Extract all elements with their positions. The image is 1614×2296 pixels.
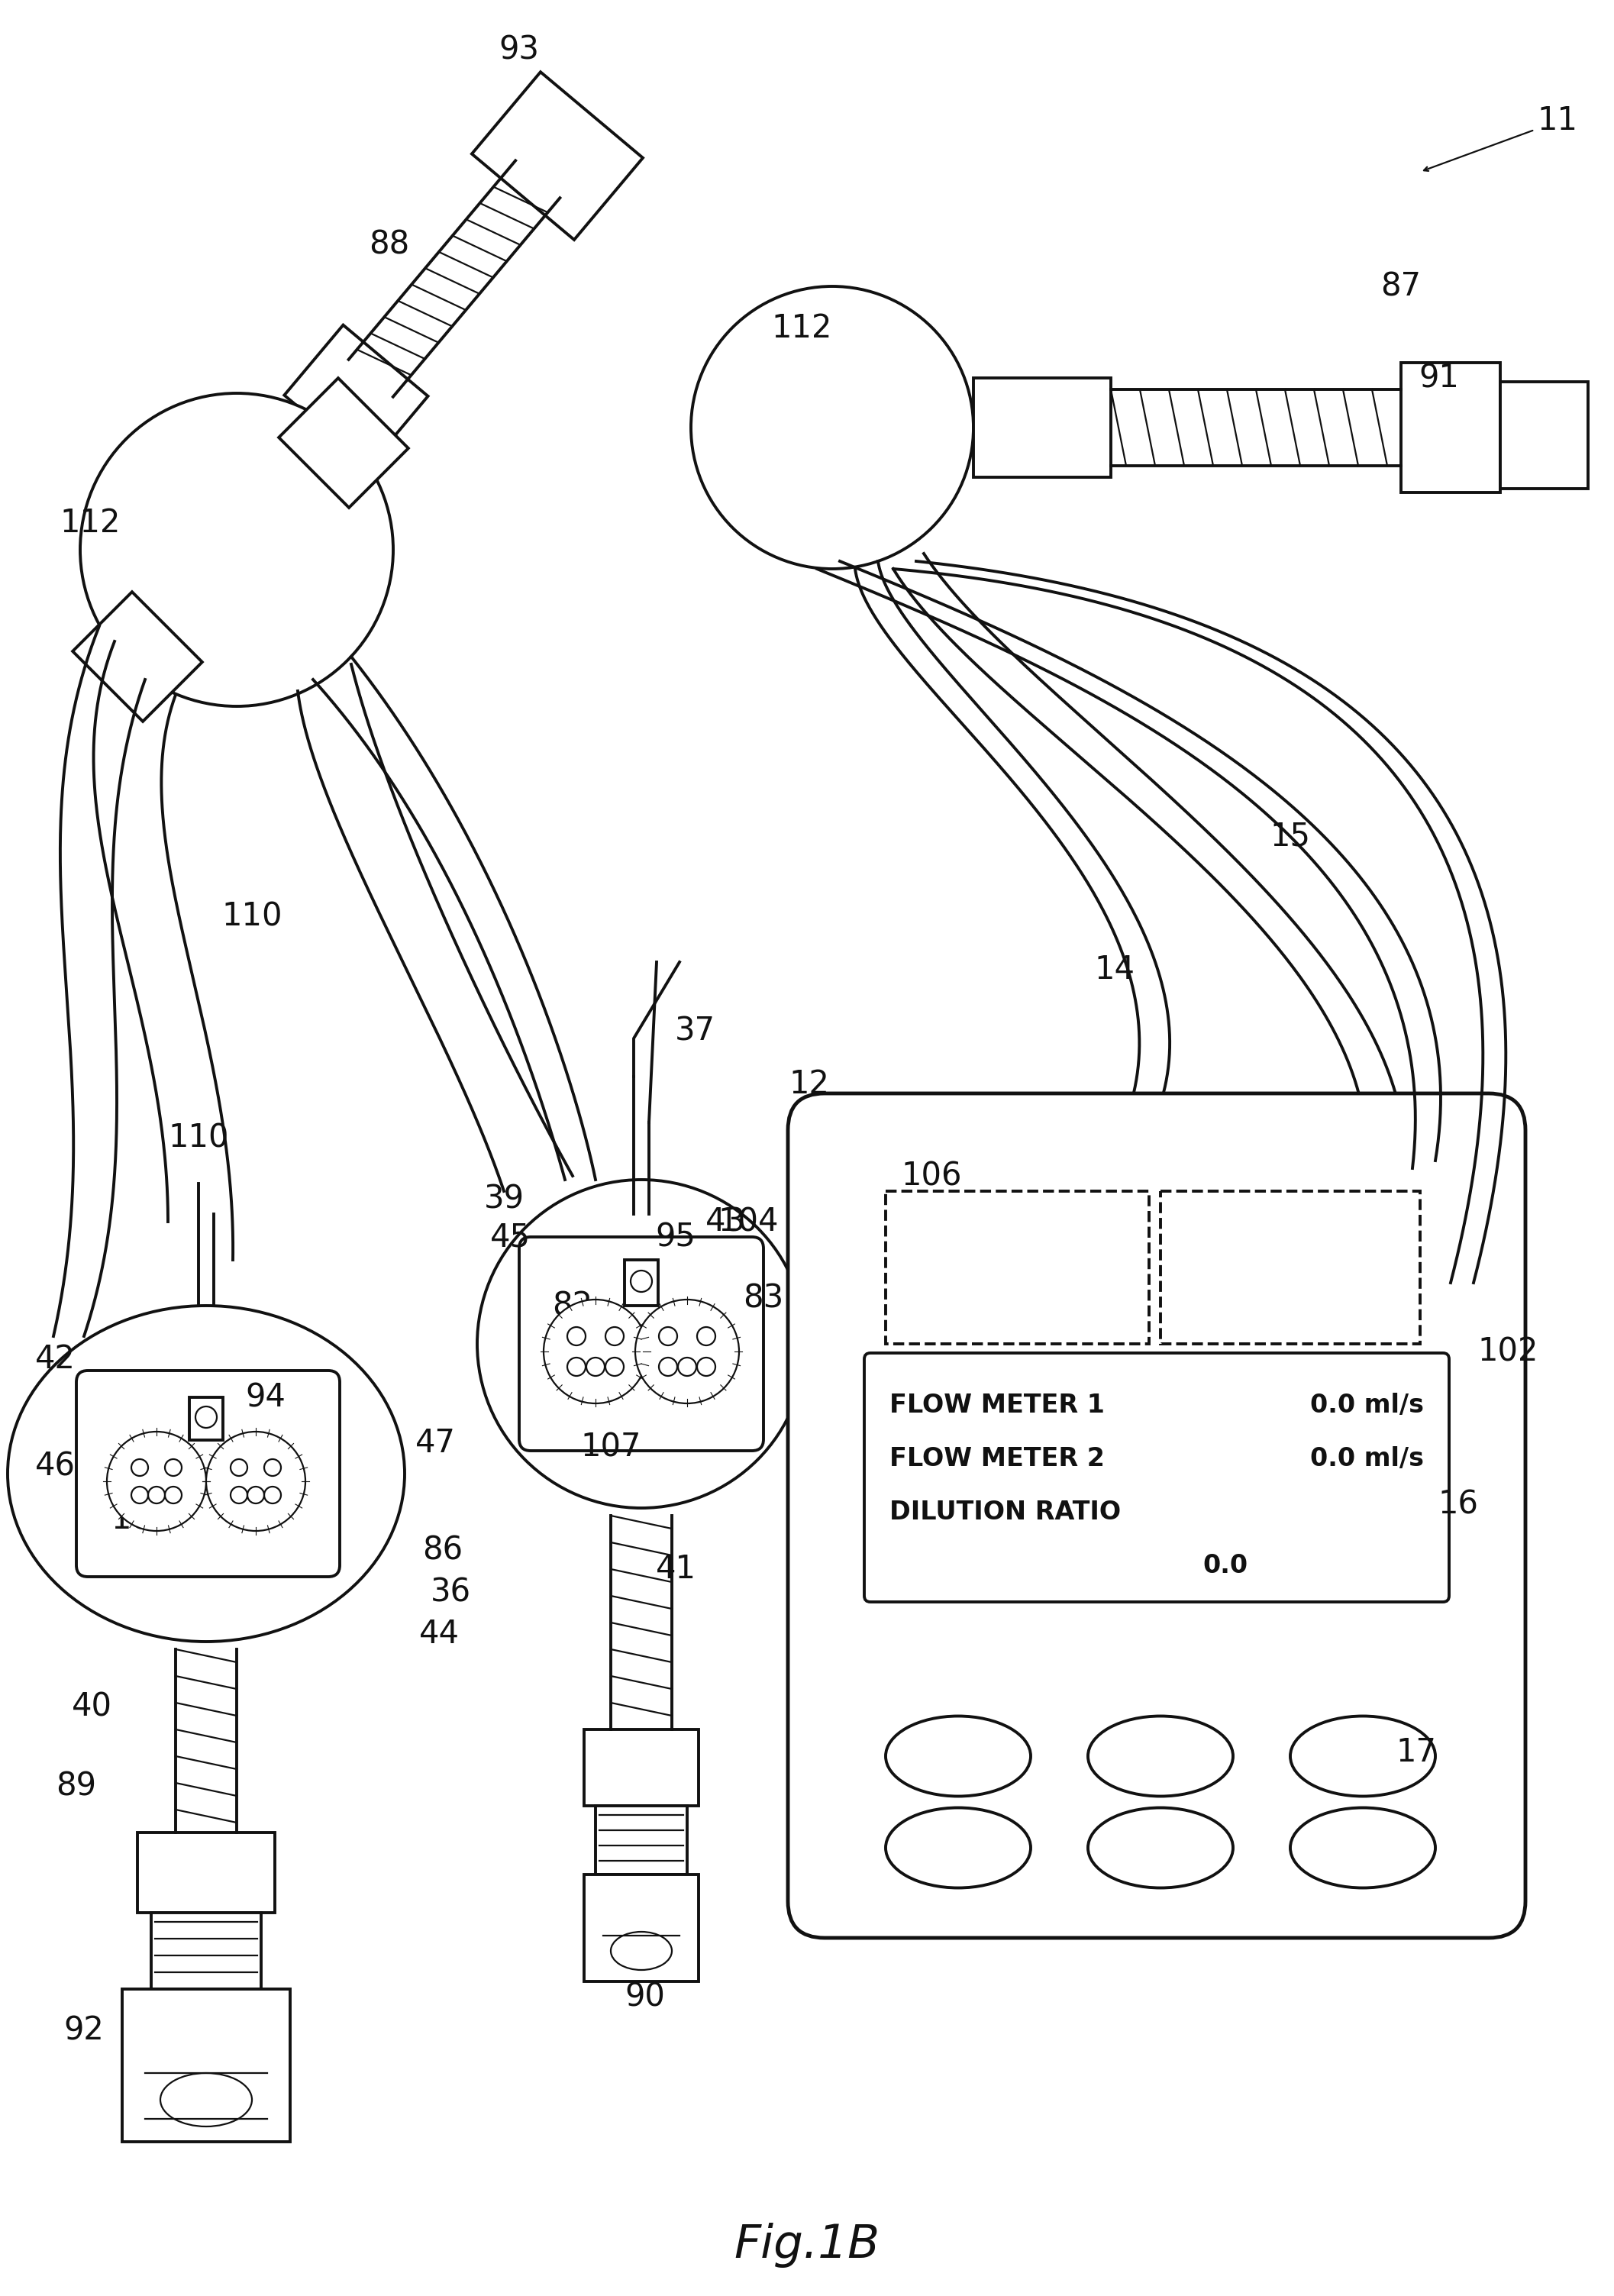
Text: 108: 108 [111, 1504, 171, 1536]
Text: 36: 36 [431, 1575, 471, 1607]
Bar [596, 1805, 688, 1874]
Text: 39: 39 [484, 1182, 525, 1215]
Polygon shape [279, 379, 408, 507]
Bar [123, 1988, 291, 2142]
Text: FLOW METER 1: FLOW METER 1 [889, 1391, 1104, 1417]
Circle shape [107, 1433, 207, 1531]
Circle shape [81, 393, 394, 707]
Circle shape [544, 1300, 647, 1403]
Polygon shape [471, 71, 642, 239]
Text: 12: 12 [789, 1068, 830, 1100]
Bar [1501, 381, 1588, 489]
Text: 89: 89 [56, 1770, 97, 1802]
Text: 87: 87 [1380, 271, 1422, 303]
Text: 0.0: 0.0 [1202, 1552, 1248, 1577]
Text: 14: 14 [1094, 953, 1135, 985]
Bar [886, 1192, 1149, 1343]
Text: 88: 88 [370, 227, 410, 259]
Text: 15: 15 [1270, 820, 1311, 852]
Text: 40: 40 [71, 1690, 111, 1722]
Ellipse shape [1088, 1715, 1233, 1795]
FancyBboxPatch shape [189, 1398, 223, 1440]
Text: 42: 42 [36, 1343, 76, 1375]
Ellipse shape [8, 1306, 405, 1642]
Polygon shape [73, 592, 202, 721]
Text: 11: 11 [1537, 106, 1578, 138]
FancyBboxPatch shape [76, 1371, 341, 1577]
Text: 16: 16 [1438, 1488, 1478, 1520]
Text: 17: 17 [1396, 1736, 1436, 1768]
Ellipse shape [1290, 1807, 1435, 1887]
Text: 92: 92 [65, 2016, 105, 2048]
Text: 82: 82 [552, 1290, 592, 1322]
Text: 0.0 ml/s: 0.0 ml/s [1311, 1391, 1424, 1417]
Circle shape [207, 1433, 305, 1531]
Bar [137, 1832, 274, 1913]
FancyBboxPatch shape [863, 1352, 1449, 1603]
Circle shape [691, 287, 973, 569]
Ellipse shape [886, 1807, 1031, 1887]
Text: 45: 45 [489, 1221, 531, 1254]
Text: 102: 102 [1477, 1336, 1538, 1368]
Circle shape [636, 1300, 739, 1403]
Text: 110: 110 [168, 1123, 229, 1153]
Text: 46: 46 [36, 1451, 76, 1481]
Bar [584, 1874, 699, 1981]
Text: 106: 106 [901, 1159, 962, 1192]
Text: 91: 91 [1419, 363, 1459, 395]
Polygon shape [284, 326, 428, 466]
Text: 43: 43 [705, 1205, 746, 1238]
FancyBboxPatch shape [625, 1261, 659, 1306]
Text: DILUTION RATIO: DILUTION RATIO [889, 1499, 1120, 1525]
Bar [584, 1729, 699, 1805]
Text: Fig.1B: Fig.1B [734, 2223, 880, 2268]
Text: 110: 110 [221, 900, 282, 932]
Text: 112: 112 [60, 507, 121, 540]
Ellipse shape [1290, 1715, 1435, 1795]
Text: 112: 112 [771, 312, 831, 344]
Bar [1160, 1192, 1420, 1343]
Text: 0.0 ml/s: 0.0 ml/s [1311, 1446, 1424, 1472]
Text: FLOW METER 2: FLOW METER 2 [889, 1446, 1104, 1472]
FancyBboxPatch shape [788, 1093, 1525, 1938]
Ellipse shape [886, 1715, 1031, 1795]
FancyBboxPatch shape [520, 1238, 763, 1451]
Circle shape [478, 1180, 805, 1508]
Text: 83: 83 [742, 1281, 784, 1313]
Text: 104: 104 [718, 1205, 778, 1238]
Bar [1401, 363, 1501, 491]
Text: 95: 95 [655, 1221, 696, 1254]
Text: 47: 47 [415, 1428, 455, 1460]
Text: 41: 41 [655, 1552, 696, 1584]
Text: 37: 37 [675, 1015, 715, 1047]
Text: 93: 93 [499, 34, 539, 67]
Text: 107: 107 [581, 1430, 641, 1463]
Text: 86: 86 [423, 1534, 463, 1566]
Text: 44: 44 [418, 1619, 460, 1651]
Text: 90: 90 [625, 1981, 665, 2014]
Bar [973, 379, 1110, 478]
Bar [152, 1913, 261, 1988]
Text: 94: 94 [245, 1382, 286, 1414]
Ellipse shape [1088, 1807, 1233, 1887]
